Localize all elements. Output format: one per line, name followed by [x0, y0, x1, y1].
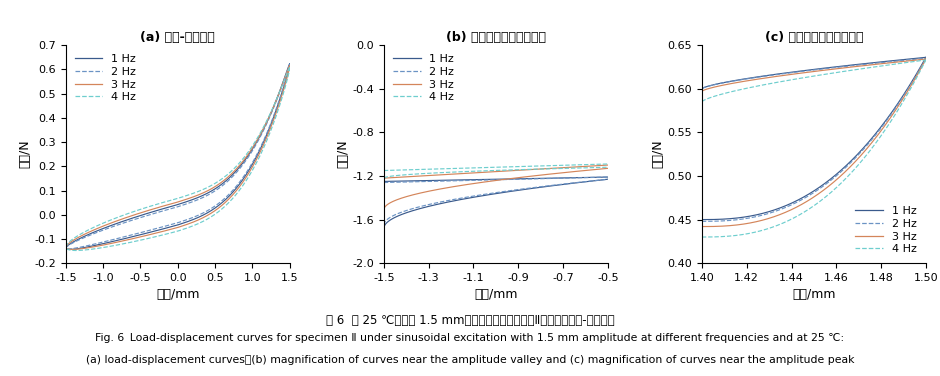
Legend: 1 Hz, 2 Hz, 3 Hz, 4 Hz: 1 Hz, 2 Hz, 3 Hz, 4 Hz: [853, 203, 920, 258]
X-axis label: 位移/mm: 位移/mm: [474, 288, 518, 302]
Text: 图 6  在 25 ℃，振幅 1.5 mm、不同频率激励作用下Ⅱ类试样的载荷-位移曲线: 图 6 在 25 ℃，振幅 1.5 mm、不同频率激励作用下Ⅱ类试样的载荷-位移…: [325, 314, 615, 327]
Y-axis label: 载荷/N: 载荷/N: [651, 140, 665, 168]
Y-axis label: 载荷/N: 载荷/N: [19, 140, 32, 168]
X-axis label: 位移/mm: 位移/mm: [156, 288, 199, 302]
X-axis label: 位移/mm: 位移/mm: [792, 288, 836, 302]
Title: (b) 振幅谷値附近曲线放大: (b) 振幅谷値附近曲线放大: [446, 31, 546, 44]
Legend: 1 Hz, 2 Hz, 3 Hz, 4 Hz: 1 Hz, 2 Hz, 3 Hz, 4 Hz: [389, 51, 458, 106]
Y-axis label: 载荷/N: 载荷/N: [337, 140, 350, 168]
Legend: 1 Hz, 2 Hz, 3 Hz, 4 Hz: 1 Hz, 2 Hz, 3 Hz, 4 Hz: [71, 51, 139, 106]
Text: (a) load-displacement curves；(b) magnification of curves near the amplitude vall: (a) load-displacement curves；(b) magnifi…: [86, 355, 854, 365]
Title: (a) 载荷-位移曲线: (a) 载荷-位移曲线: [140, 31, 215, 44]
Text: Fig. 6 Load-displacement curves for specimen Ⅱ under sinusoidal excitation with : Fig. 6 Load-displacement curves for spec…: [96, 333, 844, 343]
Title: (c) 振幅峰値附近曲线放大: (c) 振幅峰値附近曲线放大: [764, 31, 863, 44]
